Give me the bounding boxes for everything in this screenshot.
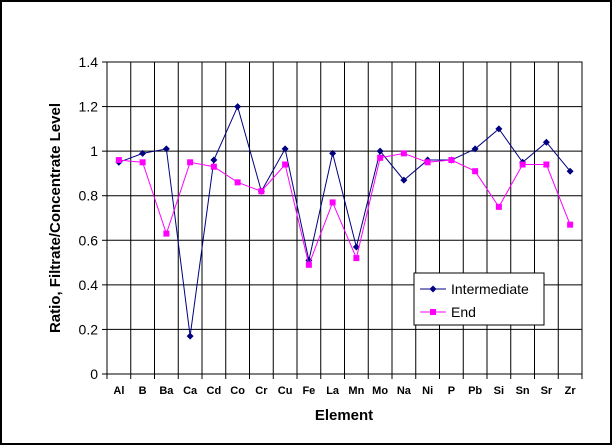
y-tick-label-5: 1 [90,143,98,159]
data-point-intermediate-sr [542,138,550,146]
data-point-end-cr [258,188,265,195]
legend-label-intermediate: Intermediate [451,281,529,297]
x-tick-label-si: Si [494,385,504,397]
data-point-intermediate-zr [566,167,574,175]
data-point-end-mo [377,154,384,161]
data-point-end-b [139,159,146,166]
data-point-end-al [115,157,122,164]
plot-area-frame [106,61,583,375]
data-point-end-sr [543,161,550,168]
data-point-intermediate-co [234,103,242,111]
data-point-intermediate-cd [210,156,218,164]
y-tick-label-0: 0 [90,366,98,382]
data-point-intermediate-na [400,176,408,184]
data-point-end-mn [353,255,360,262]
x-tick-label-al: Al [113,385,124,397]
x-tick-label-pb: Pb [468,385,482,397]
data-point-end-si [495,203,502,210]
y-axis-title: Ratio, Filtrate/Concentrate Level [47,103,64,333]
x-tick-label-b: B [139,385,147,397]
x-tick-label-cr: Cr [255,385,268,397]
series-line-intermediate [118,105,571,337]
data-point-end-fe [305,261,312,268]
legend-box [413,272,545,326]
legend-label-end: End [451,304,476,320]
x-tick-label-ca: Ca [183,385,198,397]
data-point-intermediate-la [329,149,337,157]
axes [102,61,583,379]
grid [106,61,583,375]
x-tick-label-cd: Cd [207,385,222,397]
data-point-end-pb [472,168,479,175]
data-point-intermediate-ca [186,332,194,340]
x-tick-label-mo: Mo [372,385,388,397]
data-point-end-ca [187,159,194,166]
x-tick-label-mn: Mn [348,385,364,397]
data-point-intermediate-b [139,149,147,157]
legend: Intermediate End [413,272,545,326]
series [115,103,574,340]
data-point-end-ba [163,230,170,237]
data-point-intermediate-si [495,125,503,133]
y-tick-label-2: 0.4 [79,277,99,293]
x-tick-label-ni: Ni [422,385,433,397]
x-tick-label-p: P [448,385,455,397]
y-tick-label-6: 1.2 [79,99,99,115]
data-point-end-p [448,157,455,164]
x-tick-label-fe: Fe [302,385,315,397]
x-axis-title: Element [315,407,373,424]
legend-marker-shape-intermediate [429,285,437,293]
x-tick-label-ba: Ba [159,385,174,397]
tick-labels: 0 0.2 0.4 0.6 0.8 1 1.2 1.4 Al B Ba Ca Cd Co Cr Cu Fe La M… [79,54,577,397]
x-tick-label-sr: Sr [541,385,553,397]
x-tick-label-cu: Cu [278,385,293,397]
data-point-end-sn [519,161,526,168]
data-point-end-cd [210,163,217,170]
y-tick-label-1: 0.2 [79,321,99,337]
data-point-end-ni [424,159,431,166]
x-tick-label-la: La [326,385,340,397]
series-end [115,150,574,268]
legend-marker-intermediate [429,285,437,293]
data-point-intermediate-pb [471,145,479,153]
y-tick-label-7: 1.4 [79,54,99,70]
series-line-end [118,152,571,267]
data-point-end-co [234,179,241,186]
data-point-end-na [400,150,407,157]
data-point-intermediate-mo [376,147,384,155]
data-point-end-la [329,199,336,206]
data-point-end-cu [282,161,289,168]
data-point-end-zr [567,221,574,228]
legend-marker-end [430,309,436,315]
y-tick-label-3: 0.6 [79,232,99,248]
data-point-intermediate-ba [162,145,170,153]
x-tick-label-sn: Sn [516,385,530,397]
x-tick-label-co: Co [230,385,245,397]
data-point-intermediate-cu [281,145,289,153]
y-tick-label-4: 0.8 [79,188,99,204]
x-tick-label-na: Na [397,385,412,397]
x-tick-label-zr: Zr [565,385,577,397]
legend-marker-shape-end [430,309,436,315]
